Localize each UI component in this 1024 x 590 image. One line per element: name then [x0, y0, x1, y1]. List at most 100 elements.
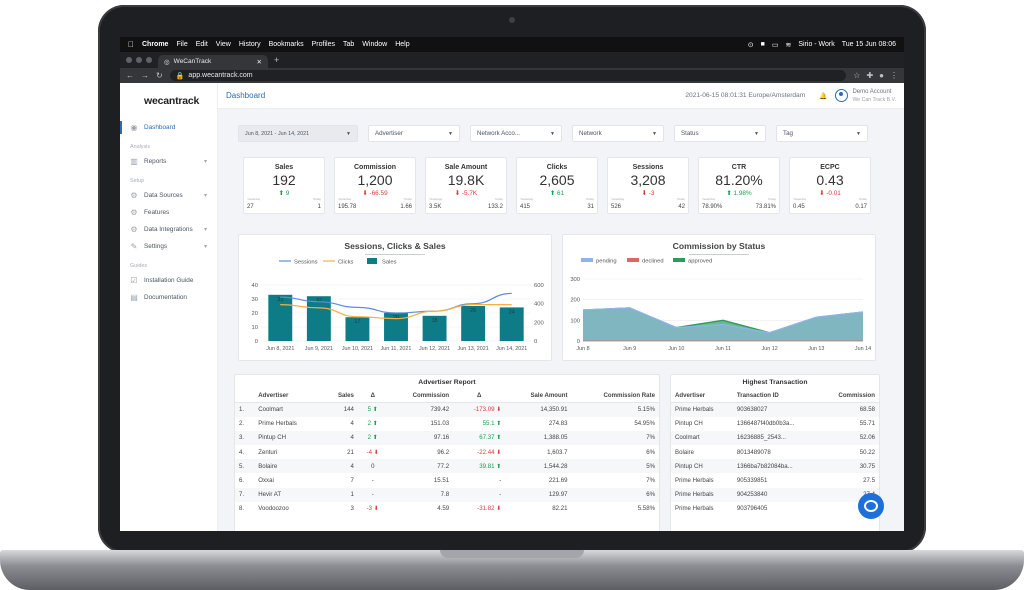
chevron-down-icon: ▾ — [203, 193, 207, 199]
cell-value: - — [499, 491, 502, 499]
star-icon[interactable]: ☆ — [853, 71, 861, 80]
column-header[interactable]: Transaction ID — [732, 389, 820, 403]
close-tab-icon[interactable]: ✕ — [256, 58, 262, 66]
column-header[interactable]: Δ — [453, 389, 506, 403]
sidebar-item-settings[interactable]: ✎ Settings ▾ — [120, 238, 217, 255]
table-cell: 68.58 — [819, 402, 879, 417]
sidebar-item-data-sources[interactable]: ⚙ Data Sources ▾ — [120, 187, 217, 204]
table-row[interactable]: Coolmart 16236885_2543... 52.06 — [671, 430, 879, 446]
kpi-yesterday-value: 78.90% — [702, 204, 723, 210]
table-cell: 39.81 ⬆ — [453, 459, 506, 474]
cell-value: Coolmart — [258, 406, 283, 414]
menu-profiles[interactable]: Profiles — [305, 41, 335, 48]
wifi-icon[interactable]: ≋ — [785, 41, 792, 49]
table-cell: Pintup CH — [675, 420, 703, 428]
table-row[interactable]: 7. Hevir AT 1 - 7.8 - 129.97 6% — [235, 487, 659, 502]
datetime-label[interactable]: Tue 15 Jun 08:06 — [841, 41, 896, 48]
table-row[interactable]: Prime Herbals90379640527.0 — [671, 502, 879, 516]
sidebar-item-features[interactable]: ⚙ Features — [120, 204, 217, 221]
table-row[interactable]: 4. Zenturi 21 -4 ⬇ 96.2 -22.44 ⬇ 1,603.7 6% — [235, 445, 659, 459]
table-row[interactable]: 1. Coolmart 144 5 ⬆ 739.42 -173.09 ⬇ 14,350.91… — [235, 402, 659, 417]
column-header[interactable] — [235, 389, 255, 403]
table-row[interactable]: 6. Oxxai 7 - 15.51 - 221.69 7% — [235, 473, 659, 487]
profile-icon[interactable]: ● — [879, 71, 884, 80]
forward-icon[interactable]: → — [141, 71, 149, 80]
table-row[interactable]: Pintup CH 1366ba7b82084ba... 30.75 — [671, 459, 879, 474]
close-window-icon[interactable] — [126, 57, 132, 63]
menu-history[interactable]: History — [232, 41, 261, 48]
chat-button[interactable] — [858, 493, 884, 519]
mac-menu-bar:  Chrome File Edit View History Bookmark… — [120, 37, 904, 52]
column-header[interactable]: Commission — [387, 389, 454, 403]
kpi-delta-value: -5.7K — [461, 190, 478, 197]
table-row[interactable]: 8. Voodoozoo 3 -3 ⬇ 4.59 -31.82 ⬇ 82.21 5.58% — [235, 502, 659, 516]
column-header[interactable]: Sale Amount — [505, 389, 572, 403]
browser-tab[interactable]: ◎ WeCanTrack ✕ — [158, 55, 268, 68]
table-row[interactable]: Bolaire 8013489078 50.22 — [671, 445, 879, 459]
right-tick-label: 400 — [534, 302, 544, 308]
menu-dots-icon[interactable]: ⋮ — [890, 71, 898, 80]
menu-bookmarks[interactable]: Bookmarks — [262, 41, 304, 48]
battery-icon[interactable]: ▭ — [771, 41, 779, 49]
menu-help[interactable]: Help — [389, 41, 409, 48]
column-header[interactable]: Sales — [322, 389, 358, 403]
left-tick-label: 40 — [252, 283, 258, 289]
minimize-window-icon[interactable] — [136, 57, 142, 63]
apple-icon[interactable]:  — [128, 40, 134, 49]
chevron-down-icon: ▼ — [856, 130, 861, 137]
menu-view[interactable]: View — [209, 41, 231, 48]
main-content: Dashboard 2021-06-15 08:01:31 Europe/Ams… — [218, 83, 904, 531]
table-row[interactable]: Prime Herbals 905339851 27.5 — [671, 473, 879, 487]
table-row[interactable]: Prime Herbals 903638027 68.58 — [671, 402, 879, 417]
menu-file[interactable]: File — [170, 41, 187, 48]
bell-icon[interactable]: 🔔 — [819, 92, 828, 100]
table-row[interactable]: 5. Bolaire 4 0 77.2 39.81 ⬆ 1,544.28 5% — [235, 459, 659, 474]
kpi-title: Sales — [274, 164, 294, 171]
column-header[interactable]: Advertiser — [254, 389, 323, 403]
table-row[interactable]: Pintup CH 1366487f40db0b3a... 55.71 — [671, 417, 879, 431]
advertiser-filter[interactable]: Advertiser ▼ — [368, 125, 460, 142]
legend-swatch — [673, 258, 685, 262]
maximize-window-icon[interactable] — [146, 57, 152, 63]
table-row[interactable]: 3. Pintup CH 4 2 ⬆ 97.16 67.37 ⬆ 1,388.05 7% — [235, 430, 659, 446]
status-icon-2[interactable]: ■ — [760, 41, 765, 48]
column-header[interactable]: Advertiser — [671, 389, 733, 403]
avatar[interactable] — [835, 89, 849, 102]
x-tick-label: Jun 13 — [808, 346, 824, 352]
bar-data-label: 33 — [277, 297, 283, 303]
status-icon-1[interactable]: ⊙ — [747, 41, 754, 49]
sidebar-item-data-integrations[interactable]: ⚙ Data Integrations ▾ — [120, 221, 217, 238]
column-header[interactable]: Δ — [357, 389, 388, 403]
table-row[interactable]: Prime Herbals90425384027.4 — [671, 487, 879, 502]
status-filter[interactable]: Status ▼ — [674, 125, 766, 142]
cell-value: 54.95% — [634, 420, 655, 428]
menu-app-name[interactable]: Chrome — [136, 41, 168, 48]
address-bar[interactable]: 🔒 app.wecantrack.com — [169, 70, 847, 81]
menu-edit[interactable]: Edit — [189, 41, 208, 48]
date-range-picker[interactable]: Jun 8, 2021 - Jun 14, 2021 ▼ — [238, 125, 358, 142]
table-row[interactable]: 2. Prime Herbals 4 2 ⬆ 151.03 55.1 ⬆ 274.83 54.… — [235, 417, 659, 431]
tag-filter[interactable]: Tag ▼ — [776, 125, 868, 142]
kpi-today-value: 133.2 — [487, 204, 503, 210]
table-cell: Prime Herbals — [675, 505, 714, 513]
account-info[interactable]: Demo Account We Can Track B.V. — [852, 88, 896, 104]
menu-tab[interactable]: Tab — [336, 41, 354, 48]
sidebar-item-reports[interactable]: ▥ Reports ▾ — [120, 153, 217, 170]
filter-label: Advertiser — [375, 130, 403, 137]
menu-window[interactable]: Window — [356, 41, 387, 48]
network-account-filter[interactable]: Network Acco... ▼ — [470, 125, 562, 142]
sidebar-item-dashboard[interactable]: ◉ Dashboard — [120, 119, 217, 136]
back-icon[interactable]: ← — [126, 71, 134, 80]
reload-icon[interactable]: ↻ — [156, 71, 163, 80]
network-filter[interactable]: Network ▼ — [572, 125, 664, 142]
sidebar-item-documentation[interactable]: ▤ Documentation — [120, 289, 217, 306]
column-header[interactable]: Commission Rate — [571, 389, 659, 403]
logo[interactable]: wecantrack — [144, 95, 200, 107]
new-tab-icon[interactable]: + — [274, 55, 280, 65]
table-cell: 5 ⬆ — [357, 402, 388, 417]
profile-label[interactable]: Sirio - Work — [798, 41, 835, 48]
window-controls — [126, 57, 152, 63]
sidebar-item-installation-guide[interactable]: ☑ Installation Guide — [120, 272, 217, 289]
column-header[interactable]: Commission — [819, 389, 879, 403]
extensions-icon[interactable]: ✚ — [866, 71, 874, 80]
